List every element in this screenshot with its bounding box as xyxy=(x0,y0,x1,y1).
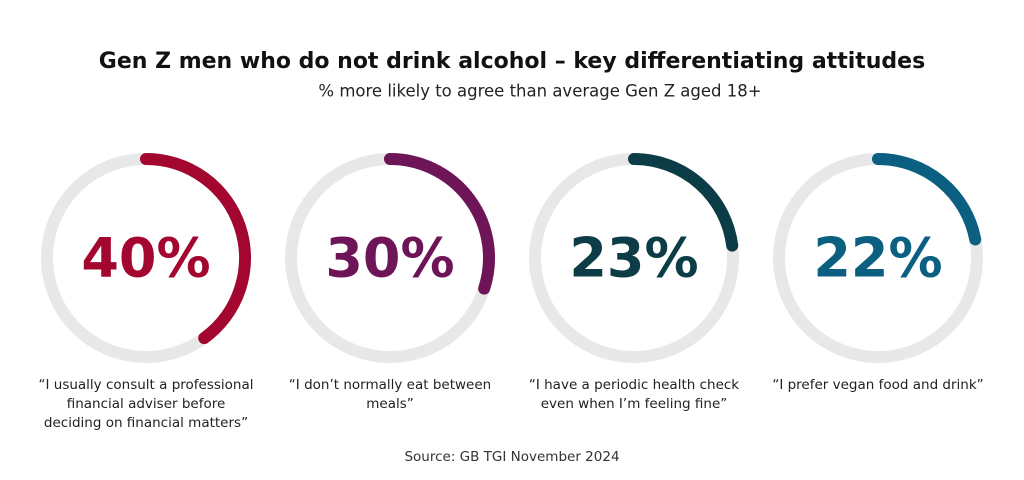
value-label: 40% xyxy=(81,227,210,290)
caption: “I usually consult a professional financ… xyxy=(38,377,254,431)
caption: “I prefer vegan food and drink” xyxy=(772,377,984,393)
value-label: 30% xyxy=(325,227,454,290)
ring-arc xyxy=(872,153,982,246)
chart-subtitle: % more likely to agree than average Gen … xyxy=(318,82,761,101)
ring-arc xyxy=(384,153,495,295)
chart-title: Gen Z men who do not drink alcohol – key… xyxy=(99,49,925,74)
ring-arc xyxy=(628,153,739,252)
caption: “I have a periodic health check even whe… xyxy=(528,377,740,412)
ring-arc xyxy=(140,153,251,345)
value-label: 22% xyxy=(813,227,942,290)
source: Source: GB TGI November 2024 xyxy=(404,449,619,465)
caption: “I don’t normally eat between meals” xyxy=(288,377,492,412)
value-label: 23% xyxy=(569,227,698,290)
